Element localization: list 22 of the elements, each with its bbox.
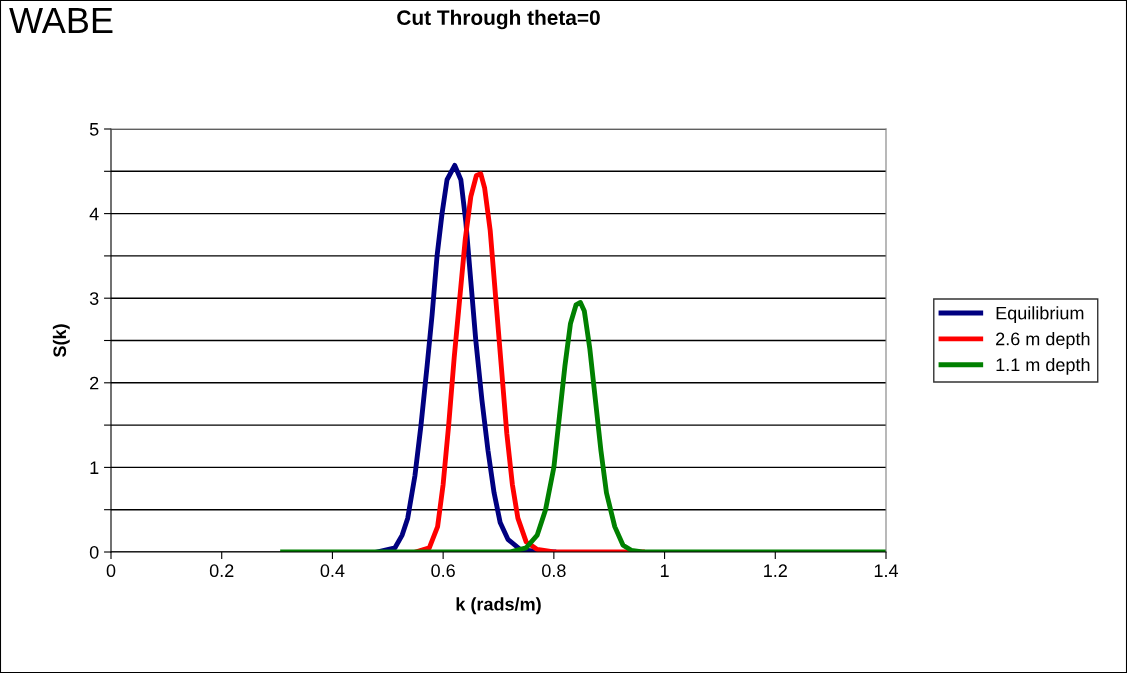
text: WABE: [9, 8, 113, 33]
y-tick-label: 4: [89, 207, 99, 221]
legend-label: 1.1 m depth: [996, 357, 1090, 375]
y-tick-label: 0: [89, 545, 99, 559]
legend-label: 2.6 m depth: [996, 332, 1090, 349]
x-axis-title: k (rads/m): [456, 597, 541, 615]
x-tick-label: 0.8: [542, 564, 566, 578]
x-tick-label: 1.2: [764, 564, 787, 577]
chart-title: Cut Through theta=0: [397, 9, 600, 30]
x-tick-label: 0.2: [209, 564, 234, 578]
y-tick-label: 3: [89, 292, 99, 305]
x-tick-label: 0: [106, 564, 116, 578]
x-tick-label: 1.4: [874, 564, 899, 577]
x-tick-label: 0.4: [320, 564, 345, 578]
legend-label: Equilibrium: [996, 306, 1084, 324]
y-tick-label: 2: [90, 376, 99, 390]
line-series: [280, 300, 886, 552]
x-tick-label: 1: [660, 564, 669, 577]
y-tick-label: 5: [89, 123, 99, 136]
y-axis-title: S(k): [52, 324, 70, 358]
x-tick-label: 0.6: [431, 564, 455, 578]
y-tick-label: 1: [90, 461, 99, 474]
